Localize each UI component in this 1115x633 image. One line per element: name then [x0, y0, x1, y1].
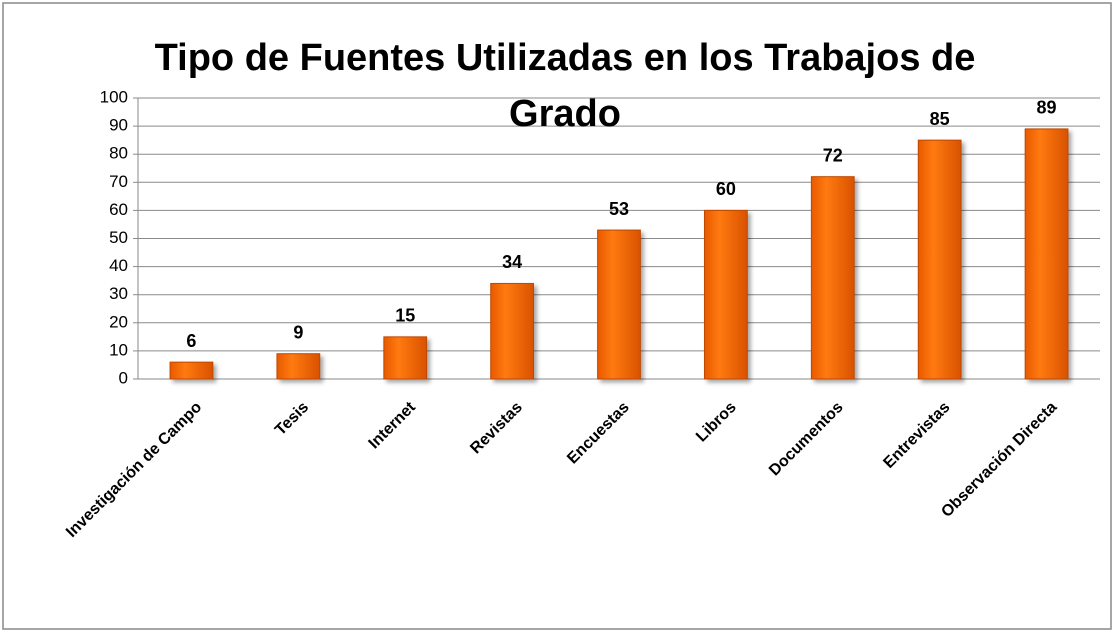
y-tick-label: 60	[109, 200, 128, 219]
y-tick-label: 80	[109, 144, 128, 163]
data-label: 89	[1037, 98, 1057, 118]
data-label: 34	[502, 252, 522, 272]
y-tick-label: 40	[109, 256, 128, 275]
data-label: 85	[930, 109, 950, 129]
bar	[810, 176, 855, 380]
y-tick-label: 70	[109, 172, 128, 191]
data-label: 15	[395, 306, 415, 326]
bar	[276, 353, 321, 380]
data-label: 60	[716, 179, 736, 199]
bar	[917, 139, 962, 380]
y-tick-label: 50	[109, 228, 128, 247]
bar	[597, 229, 641, 380]
bar	[169, 361, 214, 380]
data-label: 6	[186, 331, 196, 351]
y-tick-label: 90	[109, 116, 128, 135]
y-tick-label: 100	[100, 87, 128, 106]
data-label: 53	[609, 199, 629, 219]
y-tick-label: 0	[119, 368, 128, 387]
bar	[490, 282, 534, 380]
y-tick-label: 20	[109, 312, 128, 331]
bar	[1024, 128, 1069, 380]
bar	[704, 209, 748, 380]
data-label: 9	[293, 322, 303, 342]
y-tick-label: 30	[109, 284, 128, 303]
chart-title: Tipo de Fuentes Utilizadas en los Trabaj…	[154, 37, 976, 135]
data-label: 72	[823, 145, 843, 165]
bar	[383, 336, 428, 380]
y-tick-label: 10	[109, 340, 128, 359]
